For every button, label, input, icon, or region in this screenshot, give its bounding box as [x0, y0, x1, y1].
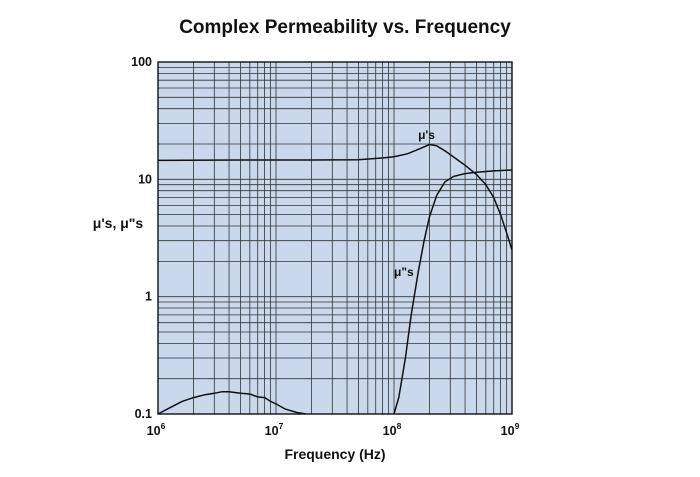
plot-area [158, 62, 512, 414]
y-tick-label: 1 [145, 290, 152, 304]
series-annotation-1: μ"s [394, 265, 414, 279]
series-annotations: μ's μ"s [394, 128, 435, 279]
x-tick-label: 109 [501, 421, 520, 438]
series-line-1 [157, 390, 307, 415]
plot-frame [157, 61, 513, 415]
series-line-0 [157, 143, 513, 251]
y-axis-label: μ's, μ"s [93, 215, 144, 231]
y-tick-label: 0.1 [135, 407, 152, 421]
series-curves [157, 143, 513, 415]
x-axis-label: Frequency (Hz) [284, 446, 385, 462]
series-annotation-0: μ's [418, 128, 435, 142]
grid-lines [158, 62, 512, 414]
y-tick-label: 10 [138, 172, 152, 186]
x-tick-labels: 106 107 108 109 [147, 421, 520, 438]
y-tick-label: 100 [131, 55, 152, 69]
chart-title: Complex Permeability vs. Frequency [179, 17, 511, 38]
x-tick-label: 106 [147, 421, 166, 438]
series-line-2 [393, 169, 513, 415]
x-tick-label: 107 [265, 421, 284, 438]
y-tick-labels: 100 10 1 0.1 [131, 55, 152, 421]
x-tick-label: 108 [383, 421, 402, 438]
